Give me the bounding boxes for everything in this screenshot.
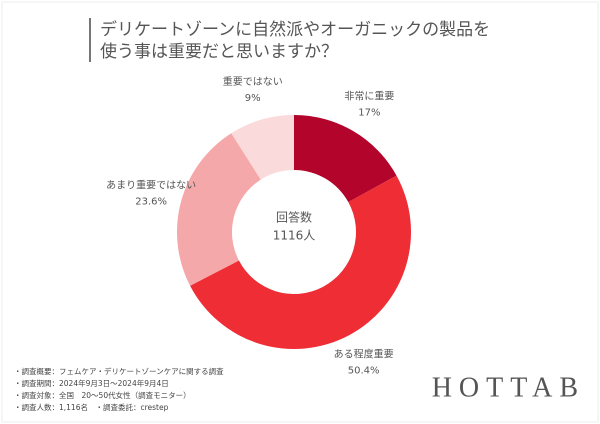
slice-label: 重要ではない — [223, 75, 283, 88]
slice — [231, 115, 294, 180]
brand: HOTTAB — [432, 372, 585, 403]
slice-label: あまり重要ではない — [106, 178, 196, 191]
value-label: 17% — [358, 108, 380, 119]
footnote: ・調査人数：1,116名 ・調査委託：crestep — [14, 402, 169, 412]
center-label: 回答数 — [276, 210, 312, 225]
slice-label: ある程度重要 — [334, 348, 394, 361]
value-label: 9% — [245, 93, 261, 104]
slice — [190, 175, 411, 349]
footnote: ・調査対象：全国 20〜50代女性（調査モニター） — [14, 390, 191, 400]
slice — [176, 133, 261, 286]
footnote: ・調査期間：2024年9月3日〜2024年9月4日 — [14, 378, 169, 388]
chart-title: デリケートゾーンに自然派やオーガニックの製品を — [100, 19, 490, 40]
chart-title: 使う事は重要だと思いますか？ — [100, 41, 338, 62]
slice-label: 非常に重要 — [344, 90, 394, 103]
footnote: ・調査概要：フェムケア・デリケートゾーンケアに関する調査 — [14, 366, 224, 376]
slice — [294, 115, 397, 203]
title-bar — [89, 18, 91, 62]
value-label: 50.4% — [348, 366, 380, 377]
value-label: 23.6% — [135, 196, 167, 207]
center-label: 1116人 — [273, 229, 316, 243]
